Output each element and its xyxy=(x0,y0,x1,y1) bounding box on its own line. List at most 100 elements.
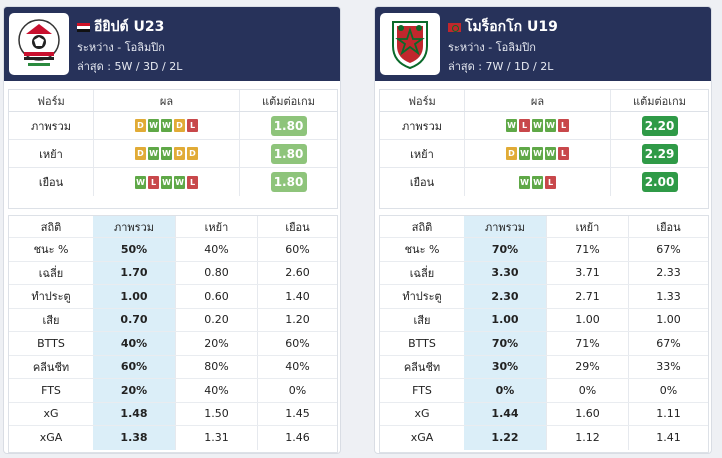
ppg-badge: 2.29 xyxy=(641,143,678,164)
result-badge[interactable]: L xyxy=(558,119,569,132)
result-badge[interactable]: W xyxy=(532,175,543,189)
result-badge[interactable]: D xyxy=(506,147,517,160)
recent-record-text: ล่าสุด : 7W / 1D / 2L xyxy=(448,60,554,73)
stats-row: เฉลี่ย 3.30 3.71 2.33 xyxy=(380,261,708,285)
result-badge[interactable]: W xyxy=(174,175,185,189)
stats-header-overall: ภาพรวม xyxy=(464,216,546,237)
stat-away: 1.33 xyxy=(628,285,708,308)
result-badge[interactable]: L xyxy=(519,119,530,132)
stat-label: FTS xyxy=(412,383,432,397)
stat-overall: 50% xyxy=(93,238,175,261)
form-header-results: ผล xyxy=(464,90,610,111)
stat-home: 20% xyxy=(175,332,257,355)
result-badge[interactable]: L xyxy=(187,175,198,189)
stat-home: 1.60 xyxy=(546,402,628,425)
stat-overall: 1.48 xyxy=(93,402,175,425)
result-badge[interactable]: W xyxy=(519,175,530,189)
stat-label: FTS xyxy=(41,383,61,397)
stats-row: เสีย 0.70 0.20 1.20 xyxy=(9,308,337,332)
stat-overall: 60% xyxy=(93,355,175,378)
result-badge[interactable]: W xyxy=(161,147,172,160)
form-row-label: เยือน xyxy=(38,176,64,189)
stats-row: BTTS 40% 20% 60% xyxy=(9,332,337,356)
stat-label: เสีย xyxy=(42,313,60,327)
stat-home: 3.71 xyxy=(546,261,628,284)
form-row-label: เหย้า xyxy=(410,147,434,161)
stat-overall: 0% xyxy=(464,379,546,402)
result-badge[interactable]: L xyxy=(187,119,198,132)
result-badge[interactable]: W xyxy=(161,175,172,189)
stat-home: 0.20 xyxy=(175,308,257,331)
stat-home: 1.12 xyxy=(546,426,628,450)
stat-label: ชนะ % xyxy=(404,243,440,257)
form-row-label: เยือน xyxy=(409,176,435,189)
result-badge[interactable]: W xyxy=(545,147,556,160)
stat-away: 0% xyxy=(628,379,708,402)
result-badge[interactable]: L xyxy=(545,175,556,189)
stat-overall: 1.44 xyxy=(464,402,546,425)
stat-overall: 1.70 xyxy=(93,261,175,284)
stat-home: 71% xyxy=(546,332,628,355)
result-badge[interactable]: W xyxy=(148,147,159,160)
team-name[interactable]: โมร็อกโก U19 xyxy=(448,16,558,38)
form-table-header: ฟอร์ม ผล แต้มต่อเกม xyxy=(380,90,708,112)
result-badge[interactable]: L xyxy=(148,175,159,189)
ppg-badge: 2.20 xyxy=(641,115,678,136)
team-name-text[interactable]: อียิปต์ U23 xyxy=(94,19,165,35)
stat-overall: 70% xyxy=(464,332,546,355)
ppg-badge: 1.80 xyxy=(270,172,307,192)
stat-label: xGA xyxy=(410,431,434,445)
stats-row: คลีนชีท 60% 80% 40% xyxy=(9,355,337,379)
stats-row: xG 1.48 1.50 1.45 xyxy=(9,402,337,426)
form-results: D W W D L xyxy=(93,112,239,139)
egypt-flag-icon xyxy=(77,22,90,32)
result-badge[interactable]: D xyxy=(174,119,185,132)
team-name[interactable]: อียิปต์ U23 xyxy=(77,16,164,38)
stat-overall: 70% xyxy=(464,238,546,261)
result-badge[interactable]: W xyxy=(545,119,556,132)
stats-row: xGA 1.38 1.31 1.46 xyxy=(9,426,337,450)
stat-overall: 3.30 xyxy=(464,261,546,284)
stats-row: ชนะ % 50% 40% 60% xyxy=(9,238,337,262)
stats-header-away: เยือน xyxy=(628,216,708,237)
result-badge[interactable]: W xyxy=(135,175,146,189)
stats-table: สถิติ ภาพรวม เหย้า เยือน ชนะ % 50% 40% 60% เ… xyxy=(8,215,338,453)
stat-away: 1.40 xyxy=(257,285,337,308)
result-badge[interactable]: W xyxy=(506,119,517,132)
result-badge[interactable]: W xyxy=(532,147,543,160)
result-badge[interactable]: D xyxy=(135,119,146,132)
form-row-label: ภาพรวม xyxy=(30,119,71,133)
form-row-overall: ภาพรวม D W W D L 1.80 xyxy=(9,112,337,140)
result-badge[interactable]: D xyxy=(135,147,146,160)
form-header-label: ฟอร์ม xyxy=(37,94,65,108)
team-name-text[interactable]: โมร็อกโก U19 xyxy=(465,19,558,35)
stat-overall: 0.70 xyxy=(93,308,175,331)
result-badge[interactable]: W xyxy=(532,119,543,132)
result-badge[interactable]: W xyxy=(161,119,172,132)
stat-home: 1.31 xyxy=(175,426,257,450)
result-badge[interactable]: W xyxy=(519,147,530,160)
stat-label: คลีนชีท xyxy=(32,360,70,374)
morocco-crest-icon xyxy=(380,13,440,75)
egypt-crest-icon xyxy=(9,13,69,75)
stat-label: ทำประตู xyxy=(402,290,442,304)
result-badge[interactable]: D xyxy=(187,147,198,160)
team-header: อียิปต์ U23 ระหว่าง - โอลิมปิก ล่าสุด : … xyxy=(4,7,340,81)
form-results: D W W W L xyxy=(464,140,610,167)
stats-row: คลีนชีท 30% 29% 33% xyxy=(380,355,708,379)
form-header-ppg: แต้มต่อเกม xyxy=(610,90,708,111)
stat-away: 67% xyxy=(628,238,708,261)
result-badge[interactable]: D xyxy=(174,147,185,160)
form-table-header: ฟอร์ม ผล แต้มต่อเกม xyxy=(9,90,337,112)
team-card-egypt: อียิปต์ U23 ระหว่าง - โอลิมปิก ล่าสุด : … xyxy=(3,6,341,454)
result-badge[interactable]: L xyxy=(558,147,569,160)
stat-overall: 1.00 xyxy=(464,308,546,331)
stat-home: 71% xyxy=(546,238,628,261)
stat-home: 40% xyxy=(175,379,257,402)
form-results: W L W W L xyxy=(93,168,239,196)
stats-row: xGA 1.22 1.12 1.41 xyxy=(380,426,708,450)
result-badge[interactable]: W xyxy=(148,119,159,132)
stats-row: เสีย 1.00 1.00 1.00 xyxy=(380,308,708,332)
stat-home: 2.71 xyxy=(546,285,628,308)
stats-row: เฉลี่ย 1.70 0.80 2.60 xyxy=(9,261,337,285)
